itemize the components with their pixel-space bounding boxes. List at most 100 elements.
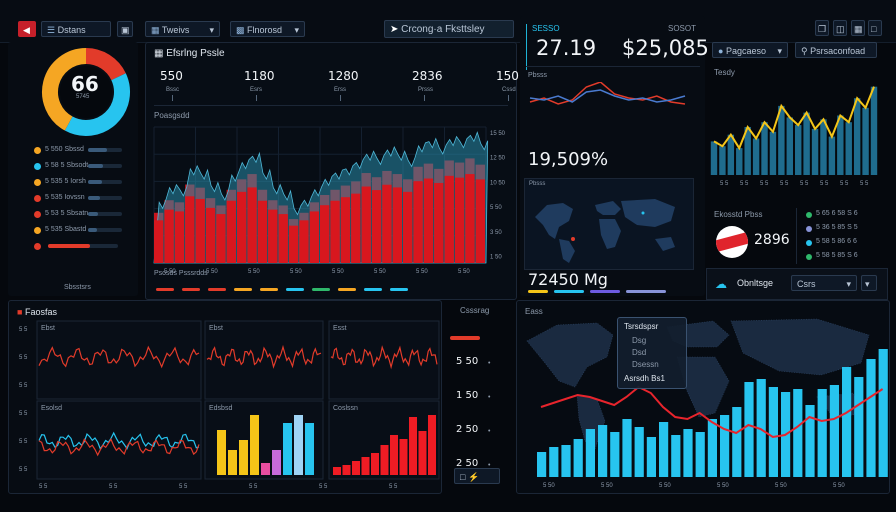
x-tick: 5 5 (179, 484, 188, 490)
right-bar (752, 138, 760, 175)
mini-bar-red (380, 445, 389, 475)
x-tick: 5 5 (39, 484, 48, 490)
donut-hole (60, 66, 112, 118)
map-bar (646, 437, 656, 477)
badge-row: 5 36 5 85 S 5 (816, 224, 858, 231)
tab-dstans[interactable]: ☰ Dstans (41, 21, 111, 37)
side-tick-icon: • (488, 360, 491, 367)
map-landmass (676, 356, 730, 418)
right-bar (837, 115, 844, 175)
side-bar (450, 336, 480, 340)
chart-subtitle: Poasgsdd (154, 111, 190, 120)
map-bar (854, 377, 864, 477)
list-item-fill (88, 212, 99, 216)
dropdown-toggle[interactable]: ▾ (861, 275, 877, 291)
list-item-track (88, 164, 122, 168)
chevron-down-icon: ▾ (777, 46, 782, 56)
list-item-label: 5 535 Iovssn (45, 194, 85, 201)
center-title-button[interactable]: ➤ Crcong·a Fksttsley (384, 20, 514, 38)
map-bar (585, 429, 595, 477)
legend-swatch (364, 288, 382, 291)
mini-chart-title: Ebst (209, 325, 223, 332)
x-tick: 5 50 (833, 483, 845, 489)
home-button[interactable]: ◀ (18, 21, 36, 37)
right-bar (786, 117, 793, 175)
map-trend-line (540, 385, 884, 439)
right-bar (853, 98, 861, 175)
tab-tweivs[interactable]: ▦ Tweivs ▾ (145, 21, 220, 37)
kpi-panel: SESSO 27.19 SOSOT $25,085 Pbsss 19,509% … (520, 16, 709, 296)
map-bar (634, 427, 644, 477)
y-tick: 5 5 (19, 467, 28, 473)
map-title: Eass (525, 307, 543, 316)
map-bar (610, 432, 620, 477)
dropdown-select[interactable]: Csrs ▾ (791, 275, 857, 291)
tooltip-row: Dsessn (632, 360, 659, 369)
map-bar (720, 415, 730, 477)
side-tick-icon: • (488, 428, 491, 435)
side-tick-icon: • (488, 394, 491, 401)
side-button[interactable]: □ ⚡ (454, 468, 500, 484)
list-item-dot (34, 195, 41, 202)
row-dot (806, 254, 812, 260)
mini-chart-title: Coslssn (333, 405, 358, 412)
main-bar-front (361, 186, 371, 263)
list-item-label: 5 53 5 Sbsatn (45, 210, 89, 217)
right-bar (870, 86, 878, 175)
y-tick: 10 50 (490, 180, 506, 186)
badge-value: 2896 (754, 232, 790, 248)
kpi-value-1: 27.19 (536, 36, 597, 60)
right-bar (803, 112, 810, 175)
list-item-track (88, 228, 122, 232)
map-bar (829, 385, 839, 477)
x-tick: 5 50 (290, 269, 302, 275)
map-bar (732, 407, 742, 477)
kpi-value-2: $25,085 (622, 36, 709, 60)
list-item-fill (88, 148, 107, 152)
map-bar (817, 389, 827, 477)
right-bar (761, 122, 768, 175)
bottom-left-panel: ■ Faosfas Ebst Ebst Esst Esolsd Edsbsd Coslss… (8, 300, 442, 494)
mini-chart-title: Ebst (41, 325, 55, 332)
side-label: Csssrag (460, 306, 490, 315)
side-value: 5 50 (456, 356, 479, 367)
search-input[interactable]: ⚲ Psrsaconfoad (795, 42, 877, 58)
window-button-3[interactable]: ▦ (851, 20, 865, 36)
y-tick: 5 5 (19, 383, 28, 389)
spark-label: Pbsss (528, 72, 548, 79)
chevron-down-icon: ▾ (209, 25, 214, 35)
accent-line (526, 24, 527, 70)
side-tick-icon: • (488, 462, 491, 469)
mini-bar (294, 415, 303, 475)
x-tick: 5 5 (319, 484, 328, 490)
list-item-label: 5 58 5 Sbsodt (45, 162, 89, 169)
wave-line (38, 345, 200, 369)
list-item-dot (34, 227, 41, 234)
window-button-1[interactable]: ❐ (815, 20, 829, 36)
expand-button[interactable]: ▣ (117, 21, 133, 37)
grid-icon: ▦ (151, 25, 160, 35)
main-bar-front (247, 187, 257, 263)
side-value: 2 50 (456, 424, 479, 435)
dropdown-row: ☁ Obnltsge Csrs ▾ ▾ (706, 268, 888, 300)
stat-label: Prsss (418, 87, 433, 93)
mini-bar (283, 423, 292, 475)
mini-bar-red (342, 465, 351, 475)
window-button-4[interactable]: □ (868, 20, 882, 36)
list-item-dot (34, 211, 41, 218)
badge-title: Ekosstd Pbss (714, 210, 763, 219)
x-tick: 5 50 (717, 483, 729, 489)
y-tick: 5 5 (19, 439, 28, 445)
tab-flnorosd[interactable]: ▩ Flnorosd ▾ (230, 21, 305, 37)
pagcaeso-dropdown[interactable]: ● Pagcaeso ▾ (712, 42, 788, 58)
tile-icon: ▦ (854, 24, 863, 34)
window-button-2[interactable]: ◫ (833, 20, 847, 36)
mini-chart-title: Esolsd (41, 405, 62, 412)
mini-map-panel: Pbsss (524, 178, 694, 270)
legend-swatch (528, 290, 548, 293)
main-bar-front (205, 207, 216, 263)
main-chart-footer: Psosds Psssrdds (154, 270, 208, 277)
mini-bar (217, 430, 226, 475)
map-landmass (526, 322, 614, 388)
list-item-dot (34, 163, 41, 170)
